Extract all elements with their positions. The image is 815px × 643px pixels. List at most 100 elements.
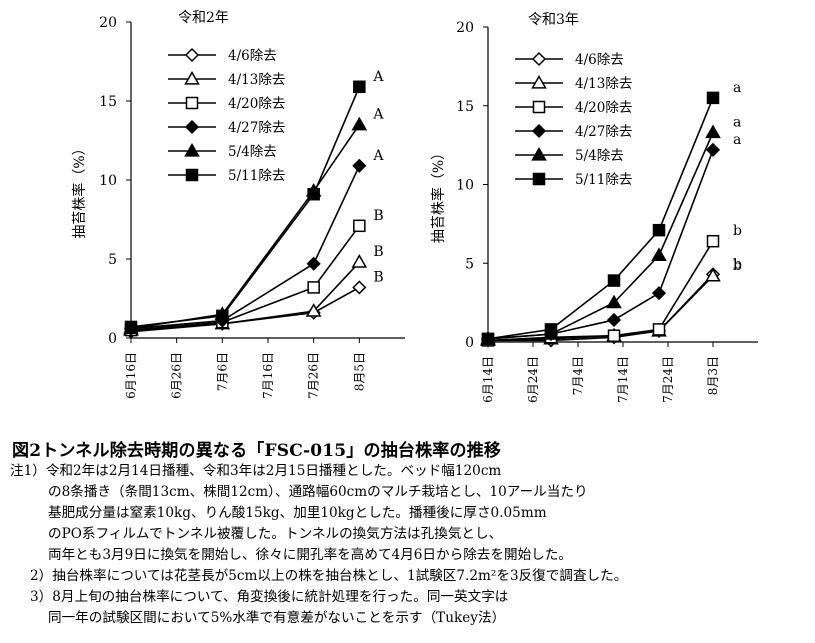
significance-label: b xyxy=(733,256,742,272)
y-tick-label: 0 xyxy=(465,335,474,351)
y-tick-label: 5 xyxy=(108,252,117,268)
legend-marker xyxy=(531,74,547,89)
legend-label: 4/20除去 xyxy=(575,100,632,116)
legend-marker xyxy=(184,70,200,85)
y-tick-label: 20 xyxy=(456,20,474,36)
data-point xyxy=(351,254,368,268)
note-line: 2）抽台株率については花茎長が5cm以上の株を抽台株とし、1試験区7.2m²を3… xyxy=(30,568,628,584)
y-tick-label: 20 xyxy=(99,15,117,31)
significance-label: B xyxy=(373,244,383,260)
legend-label: 4/6除去 xyxy=(228,48,277,64)
data-point xyxy=(352,158,367,173)
data-point xyxy=(607,274,621,287)
x-tick-label: 8月3日 xyxy=(706,356,720,395)
chart-title: 令和3年 xyxy=(528,12,579,28)
note-line: のPO系フィルムでトンネル被覆した。トンネルの換気方法は孔換気とし、 xyxy=(48,526,503,542)
data-point xyxy=(124,320,138,334)
data-point xyxy=(307,187,320,201)
legend-marker xyxy=(531,51,547,67)
significance-label: B xyxy=(373,208,383,224)
data-point xyxy=(706,91,720,105)
legend-marker xyxy=(185,96,199,110)
legend-label: 5/11除去 xyxy=(228,168,285,184)
significance-label: A xyxy=(372,107,384,123)
note-line: 基肥成分量は窒素10kg、りん酸15kg、加里10kgとした。播種後に厚さ0.0… xyxy=(48,505,547,521)
significance-label: B xyxy=(373,269,383,285)
x-tick-label: 7月26日 xyxy=(307,352,321,399)
data-point xyxy=(651,286,667,301)
charts-area: 0 5 10 15 20 6月16日 6月26日 7月6日 7月16日 7月26日 8月5日 抽苔株率… xyxy=(71,10,758,403)
y-tick-label: 15 xyxy=(99,94,117,110)
legend-label: 5/4除去 xyxy=(228,144,277,160)
x-tick-label: 8月5日 xyxy=(352,352,366,391)
figure-title: 図2トンネル除去時期の異なる「FSC-015」の抽台株率の推移 xyxy=(12,441,502,461)
y-tick-label: 10 xyxy=(456,178,474,194)
significance-label: a xyxy=(733,80,741,96)
legend-label: 5/4除去 xyxy=(575,148,624,164)
data-point xyxy=(705,267,721,282)
legend-label: 4/13除去 xyxy=(228,72,285,88)
data-point xyxy=(705,142,721,157)
note-line: 3）8月上旬の抽台株率について、角変換後に統計処理を行った。同一英文字は xyxy=(30,589,509,605)
series-line xyxy=(130,86,361,328)
y-tick-label: 10 xyxy=(99,173,117,189)
data-point xyxy=(606,312,622,328)
data-point xyxy=(216,309,229,323)
y-tick-label: 15 xyxy=(456,99,474,115)
y-tick-label: 5 xyxy=(465,256,474,272)
series-line xyxy=(130,165,361,330)
significance-label: b xyxy=(733,258,742,274)
y-axis-label: 抽苔株率（%） xyxy=(430,146,447,243)
series-line xyxy=(488,273,714,342)
data-point xyxy=(706,234,720,248)
series-line xyxy=(130,225,360,331)
x-tick-label: 7月6日 xyxy=(215,352,229,391)
legend-marker xyxy=(185,168,199,182)
note-line: 同一年の試験区間において5%水準で有意差がないことを示す（Tukey法） xyxy=(48,610,506,626)
data-point xyxy=(544,323,558,336)
legend-label: 4/6除去 xyxy=(575,52,624,68)
data-point xyxy=(353,80,366,94)
data-point xyxy=(307,281,320,294)
chart-title: 令和2年 xyxy=(178,10,229,26)
chart-panel-2: 0 5 10 15 20 6月14日 6月24日 7月4日 7月14日 7月24日 8月3日 抽苔株率… xyxy=(430,12,758,403)
data-point xyxy=(306,256,321,271)
data-point xyxy=(606,294,622,309)
legend-marker xyxy=(184,119,200,135)
data-point xyxy=(481,332,495,346)
significance-label: a xyxy=(733,115,741,131)
figure-caption: 図2トンネル除去時期の異なる「FSC-015」の抽台株率の推移 注1）令和2年は… xyxy=(0,432,815,643)
chart-figure: 0 5 10 15 20 6月16日 6月26日 7月6日 7月16日 7月26日 8月5日 抽苔株率… xyxy=(71,10,758,403)
legend-label: 4/13除去 xyxy=(575,76,632,92)
data-point xyxy=(652,223,666,237)
legend-marker xyxy=(531,146,547,161)
significance-label: A xyxy=(372,69,384,85)
legend-marker xyxy=(184,142,200,157)
note-line: 両年とも3月9日に換気を開始し、徐々に開孔率を高めて4月6日から除去を開始した。 xyxy=(48,547,572,563)
note-line: 注1）令和2年は2月14日播種、令和3年は2月15日播種とした。ベッド幅120c… xyxy=(10,463,502,479)
data-point xyxy=(352,280,367,295)
chart-panel-1: 0 5 10 15 20 6月16日 6月26日 7月6日 7月16日 7月26日 8月5日 抽苔株率… xyxy=(71,10,405,399)
x-tick-label: 7月16日 xyxy=(261,352,275,399)
x-tick-label: 7月24日 xyxy=(661,356,675,403)
data-point xyxy=(705,124,721,139)
y-axis-label: 抽苔株率（%） xyxy=(71,141,88,238)
note-line: の8条播き（条間13cm、株間12cm）、通路幅60cmのマルチ栽培とし、10ア… xyxy=(48,484,588,500)
legend-marker xyxy=(531,123,547,139)
y-tick-label: 0 xyxy=(108,331,117,347)
data-point xyxy=(353,219,366,233)
x-tick-label: 6月16日 xyxy=(124,352,138,399)
legend-label: 5/11除去 xyxy=(575,172,632,188)
data-point xyxy=(652,323,666,336)
x-tick-label: 7月14日 xyxy=(616,356,630,403)
significance-label: a xyxy=(733,132,741,148)
legend-label: 4/27除去 xyxy=(575,124,632,140)
x-tick-label: 6月14日 xyxy=(481,356,495,403)
x-tick-label: 7月4日 xyxy=(571,356,585,395)
data-point xyxy=(607,329,621,342)
significance-label: A xyxy=(372,148,384,164)
x-tick-label: 6月26日 xyxy=(170,352,184,399)
significance-label: b xyxy=(733,223,742,239)
legend-marker xyxy=(184,47,200,63)
legend-marker xyxy=(532,172,546,186)
